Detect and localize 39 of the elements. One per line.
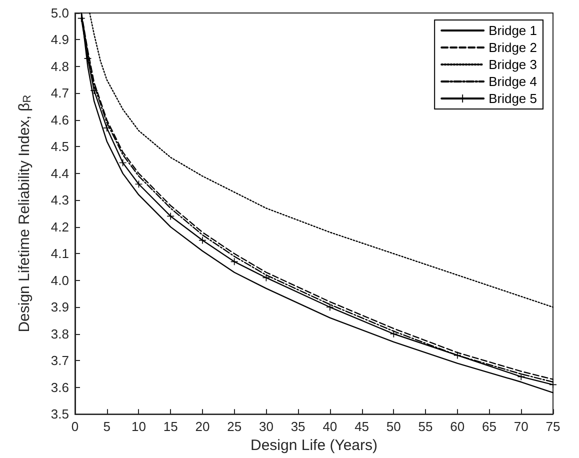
x-axis-title: Design Life (Years)	[250, 437, 378, 454]
x-tick-label: 30	[258, 419, 274, 434]
x-tick-label: 75	[546, 419, 560, 434]
x-tick-label: 40	[322, 419, 338, 434]
y-tick-label: 4.0	[50, 272, 69, 288]
y-tick-label: 4.6	[50, 112, 69, 128]
y-tick-label: 3.9	[50, 300, 69, 315]
x-tick-label: 65	[482, 419, 496, 434]
x-tick-label: 60	[450, 419, 465, 434]
x-tick-label: 20	[195, 419, 210, 434]
y-tick-label: 4.4	[50, 166, 69, 181]
x-tick-label: 25	[227, 419, 242, 434]
x-tick-label: 0	[71, 419, 79, 434]
y-tick-label: 4.1	[50, 246, 69, 262]
x-tick-label: 50	[386, 419, 401, 434]
y-tick-label: 4.3	[50, 192, 69, 208]
y-tick-label: 4.7	[50, 86, 69, 101]
legend-label: Bridge 4	[488, 74, 537, 89]
y-tick-label: 4.2	[50, 219, 69, 234]
x-tick-label: 45	[354, 419, 370, 434]
x-tick-label: 70	[514, 419, 528, 434]
y-axis-title: Design Lifetime Reliability Index, βR	[16, 94, 34, 332]
y-tick-label: 4.5	[50, 139, 69, 154]
y-tick-label: 3.6	[50, 380, 69, 395]
legend-label: Bridge 1	[488, 23, 537, 38]
x-tick-label: 5	[103, 419, 110, 434]
x-tick-label: 35	[290, 419, 306, 434]
y-tick-label: 5.0	[50, 6, 69, 20]
y-tick-label: 3.8	[50, 326, 69, 342]
x-tick-label: 15	[163, 419, 178, 434]
legend-label: Bridge 3	[488, 57, 537, 72]
y-tick-label: 4.9	[50, 32, 69, 48]
y-tick-label: 3.5	[50, 406, 69, 422]
y-tick-label: 3.7	[50, 353, 69, 368]
legend-label: Bridge 5	[488, 91, 537, 106]
legend-label: Bridge 2	[488, 40, 537, 55]
y-tick-label: 4.8	[50, 58, 69, 74]
x-tick-label: 55	[418, 419, 433, 434]
x-tick-label: 10	[132, 419, 146, 434]
